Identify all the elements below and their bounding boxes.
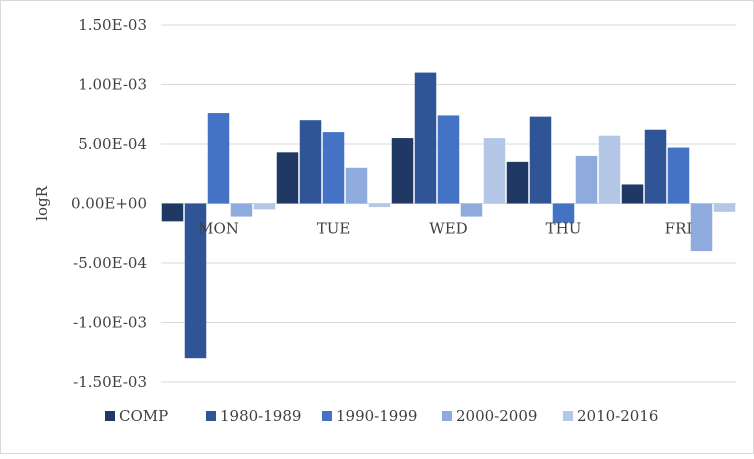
bar-thu-comp	[506, 161, 529, 204]
category-label: MON	[198, 220, 239, 238]
legend: COMP 1980-1989 1990-1999 2000-2009 2010-2016	[105, 407, 658, 425]
bar-tue-1990-1999	[322, 132, 345, 204]
y-tick-label: -1.00E-03	[73, 314, 147, 332]
category-label: WED	[429, 220, 467, 238]
legend-swatch	[563, 411, 573, 421]
category-label: TUE	[317, 220, 351, 238]
legend-label: COMP	[119, 407, 168, 425]
y-tick-label: 5.00E-04	[78, 135, 147, 153]
bar-mon-2010-2016	[253, 203, 276, 210]
bar-fri-2010-2016	[713, 203, 736, 212]
bar-mon-comp	[161, 203, 184, 222]
legend-label: 2000-2009	[456, 407, 537, 425]
bar-wed-comp	[391, 138, 414, 204]
legend-label: 2010-2016	[577, 407, 658, 425]
bar-mon-2000-2009	[230, 203, 253, 217]
bar-wed-1980-1989	[414, 72, 437, 204]
bar-fri-1980-1989	[644, 129, 667, 204]
legend-swatch	[322, 411, 332, 421]
y-tick-label: 1.50E-03	[78, 16, 147, 34]
y-axis-ticks: 1.50E-03 1.00E-03 5.00E-04 0.00E+00 -5.00E-0…	[71, 16, 147, 391]
bar-mon-1990-1999	[207, 113, 230, 204]
bar-thu-2010-2016	[598, 135, 621, 204]
legend-label: 1990-1999	[336, 407, 417, 425]
category-label: FRI	[665, 220, 693, 238]
bar-mon-1980-1989	[184, 203, 207, 359]
bar-tue-2000-2009	[345, 167, 368, 204]
bar-wed-2000-2009	[460, 203, 483, 217]
bar-tue-1980-1989	[299, 120, 322, 204]
bar-wed-2010-2016	[483, 138, 506, 204]
bar-tue-2010-2016	[368, 203, 391, 208]
y-tick-label: 1.00E-03	[78, 76, 147, 94]
x-axis-categories: MON TUE WED THU FRI	[198, 220, 692, 238]
bar-fri-comp	[621, 184, 644, 204]
legend-swatch	[206, 411, 216, 421]
bar-fri-2000-2009	[690, 203, 713, 252]
bar-thu-2000-2009	[575, 155, 598, 204]
bar-thu-1980-1989	[529, 116, 552, 204]
legend-swatch	[442, 411, 452, 421]
bar-fri-1990-1999	[667, 147, 690, 204]
bar-wed-1990-1999	[437, 115, 460, 204]
legend-swatch	[105, 411, 115, 421]
y-axis-label: logR	[33, 185, 51, 220]
y-tick-label: -1.50E-03	[73, 373, 147, 391]
category-label: THU	[546, 220, 582, 238]
y-tick-label: 0.00E+00	[71, 195, 147, 213]
legend-label: 1980-1989	[220, 407, 301, 425]
bar-tue-comp	[276, 152, 299, 204]
y-tick-label: -5.00E-04	[73, 254, 147, 272]
bars	[161, 72, 736, 359]
bar-thu-1990-1999	[552, 203, 575, 223]
